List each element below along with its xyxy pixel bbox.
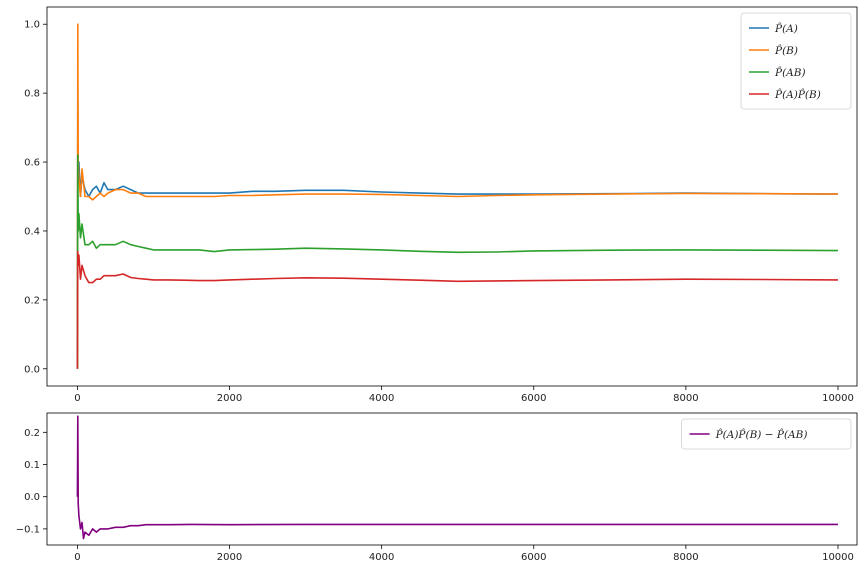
series-line-0-3	[76, 250, 839, 369]
legend-label: P̂(A)	[774, 22, 798, 35]
y-tick-label: 0.0	[24, 364, 40, 375]
legend-label: P̂(B)	[774, 44, 798, 57]
x-tick-label: 8000	[673, 552, 698, 563]
x-tick-label: 10000	[822, 393, 854, 404]
x-tick-label: 0	[74, 552, 80, 563]
x-tick-label: 2000	[217, 552, 242, 563]
legend-box	[681, 418, 852, 450]
y-tick-label: 0.6	[24, 158, 40, 169]
x-tick-label: 4000	[369, 393, 394, 404]
x-tick-label: 8000	[673, 393, 698, 404]
legend: P̂(A)P̂(B) − P̂(AB)	[681, 418, 852, 450]
y-tick-label: 0.4	[24, 226, 40, 237]
axes-frame	[46, 6, 858, 387]
x-tick-label: 0	[74, 393, 80, 404]
bottom-chart: 0 2000 4000 6000 8000 10000 −0.1 0.0 0.1 0.2 P̂(A)…	[16, 412, 858, 563]
top-chart: 0 2000 4000 6000 8000 10000 0.0 0.2 0.4 0.6 0.8 1.0…	[24, 6, 858, 404]
legend-box	[740, 12, 852, 110]
legend-label: P̂(A)P̂(B)	[774, 88, 821, 101]
axes-frame	[46, 412, 858, 546]
legend: P̂(A)P̂(B)P̂(AB)P̂(A)P̂(B)	[740, 12, 852, 110]
y-tick-label: 1.0	[24, 20, 40, 31]
x-tick-label: 6000	[521, 552, 546, 563]
x-tick-label: 2000	[217, 393, 242, 404]
legend-label: P̂(A)P̂(B) − P̂(AB)	[715, 428, 808, 441]
y-tick-label: 0.1	[24, 460, 40, 471]
y-tick-label: 0.0	[24, 492, 40, 503]
x-tick-label: 6000	[521, 393, 546, 404]
series-line-0-1	[76, 23, 839, 369]
y-tick-label: 0.8	[24, 89, 40, 100]
x-tick-label: 4000	[369, 552, 394, 563]
y-tick-label: 0.2	[24, 295, 40, 306]
y-tick-label: −0.1	[16, 524, 40, 535]
y-tick-label: 0.2	[24, 428, 40, 439]
series-line-1-0	[76, 415, 838, 540]
series-line-0-2	[76, 154, 839, 369]
legend-label: P̂(AB)	[774, 66, 806, 79]
x-tick-label: 10000	[822, 552, 854, 563]
